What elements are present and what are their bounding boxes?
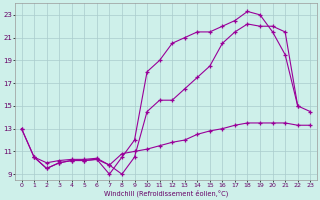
- X-axis label: Windchill (Refroidissement éolien,°C): Windchill (Refroidissement éolien,°C): [104, 189, 228, 197]
